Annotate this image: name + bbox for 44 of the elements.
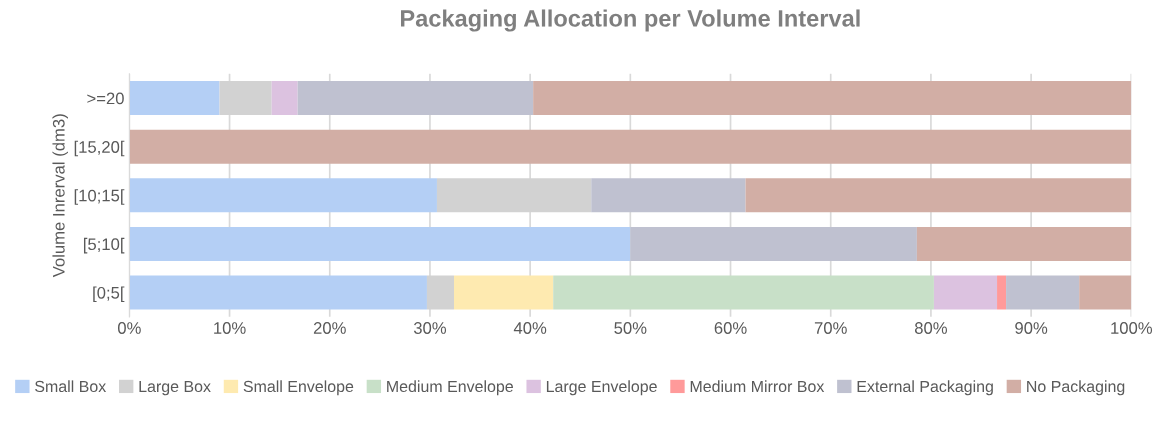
x-tick-label: 90% <box>1015 322 1048 334</box>
legend-label: Medium Envelope <box>387 380 513 396</box>
bar <box>630 226 917 261</box>
x-tick-label: 50% <box>614 322 647 334</box>
x-tick-label: 30% <box>413 322 447 334</box>
bar <box>916 226 1132 261</box>
bar <box>553 275 934 310</box>
bar <box>129 226 631 261</box>
legend-label: Large Box <box>139 380 211 396</box>
y-tick-label: >=20 <box>87 92 124 105</box>
x-tick-label: 60% <box>714 322 747 334</box>
bar <box>933 275 998 310</box>
y-axis-title: Volume Inrerval (dm3) <box>52 114 68 278</box>
bar <box>129 178 437 213</box>
bar <box>129 275 427 310</box>
y-tick-label: [5;10[ <box>83 237 125 254</box>
legend-label: Small Envelope <box>243 380 354 396</box>
bar <box>271 81 298 116</box>
legend-label: No Packaging <box>1027 380 1125 396</box>
bar <box>533 81 1132 116</box>
x-tick-label: 100% <box>1111 322 1153 334</box>
bar <box>297 81 534 116</box>
legend-label: External Packaging <box>857 380 993 396</box>
bar <box>129 81 220 116</box>
chart-title: Packaging Allocation per Volume Interval <box>401 9 860 32</box>
x-tick-label: 10% <box>214 322 246 334</box>
bar <box>591 178 746 213</box>
x-tick-label: 0% <box>117 322 141 334</box>
y-tick-label: [10;15[ <box>74 189 125 205</box>
bar <box>745 178 1132 213</box>
x-tick-label: 20% <box>313 322 346 334</box>
legend-label: Small Box <box>35 380 107 393</box>
bar <box>129 129 1132 164</box>
bar <box>1006 275 1080 310</box>
y-tick-label: [15,20[ <box>74 140 125 157</box>
legend-label: Medium Mirror Box <box>690 380 825 393</box>
x-tick-label: 40% <box>513 322 547 334</box>
bar <box>997 275 1007 310</box>
x-tick-label: 80% <box>914 322 948 334</box>
legend-label: Large Envelope <box>546 380 657 396</box>
bar <box>453 275 554 310</box>
x-tick-label: 70% <box>814 322 847 334</box>
y-tick-label: [0;5[ <box>93 286 125 303</box>
bar <box>1079 275 1132 310</box>
